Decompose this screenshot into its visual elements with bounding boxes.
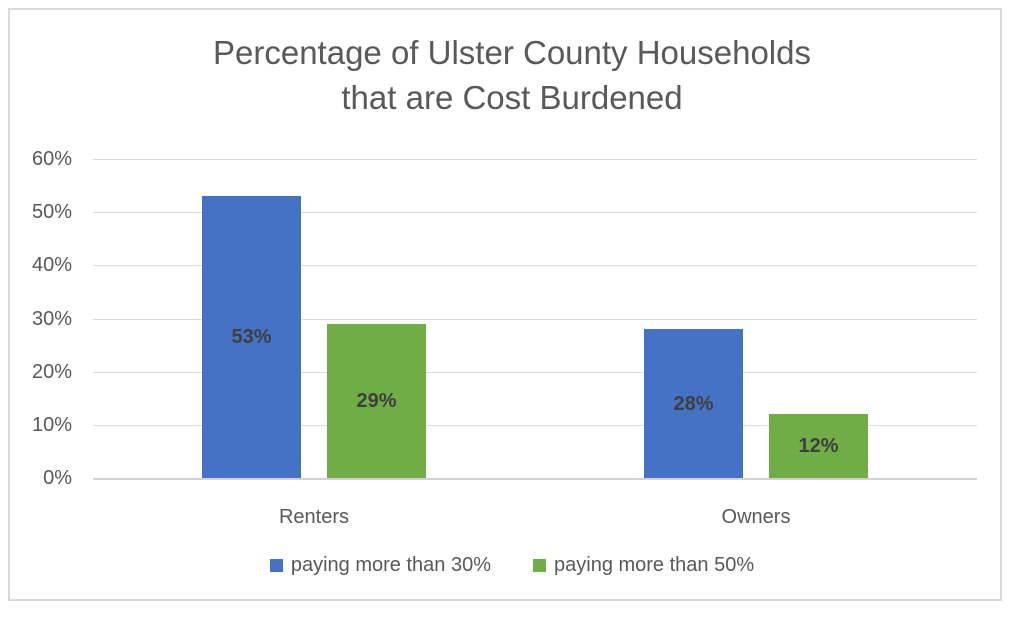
y-axis-tick-label: 20% (31, 360, 72, 383)
legend-swatch-icon (533, 558, 546, 572)
bar-renters-series-2 (327, 323, 426, 478)
y-axis-tick-label: 0% (43, 467, 72, 489)
bar-owners-series-2 (769, 414, 868, 478)
y-gridline (93, 212, 977, 214)
y-axis-tick-label: 40% (31, 254, 72, 277)
y-axis-tick-label: 50% (31, 201, 72, 224)
legend-label: paying more than 30% (290, 554, 491, 576)
y-gridline (93, 424, 977, 426)
x-axis-line (93, 478, 977, 480)
legend-item-1: paying more than 30% (269, 553, 491, 577)
y-gridline (93, 371, 977, 373)
y-axis-tick-label: 60% (31, 148, 72, 170)
y-axis-tick-label: 30% (31, 307, 72, 330)
chart-title-line-2: that are Cost Burdened (341, 79, 683, 116)
plot-area: 53% 29% 28% 12% (93, 159, 977, 480)
y-gridline (93, 265, 977, 267)
y-axis-tick-label: 10% (31, 413, 72, 436)
bar-data-label: 28% (673, 392, 714, 415)
legend-item-2: paying more than 50% (533, 553, 754, 577)
y-gridline (93, 159, 977, 160)
bar-data-label: 12% (798, 435, 839, 458)
legend-label: paying more than 50% (554, 554, 755, 576)
bar-renters-series-1 (202, 196, 301, 478)
y-gridline (93, 318, 977, 320)
x-axis-category-label-renters: Renters (278, 506, 350, 528)
chart-border-frame (8, 8, 1002, 601)
x-axis-category-label-owners: Owners (721, 506, 791, 528)
bar-data-label: 53% (231, 326, 272, 349)
bar-owners-series-1 (644, 329, 743, 478)
bar-data-label: 29% (356, 389, 397, 412)
chart-title-line-1: Percentage of Ulster County Households (213, 34, 811, 71)
chart-title: Percentage of Ulster County Households t… (30, 30, 994, 120)
legend: paying more than 30% paying more than 50% (0, 553, 1024, 577)
legend-swatch-icon (269, 558, 283, 572)
